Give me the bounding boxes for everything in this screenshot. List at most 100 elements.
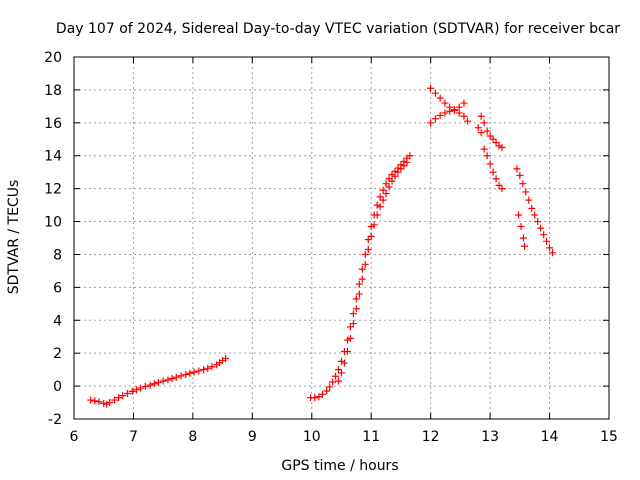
data-point xyxy=(517,222,525,230)
y-tick-label: 4 xyxy=(53,313,62,329)
x-axis-label: GPS time / hours xyxy=(281,458,398,474)
data-point xyxy=(382,190,390,198)
data-point xyxy=(150,380,158,388)
data-point xyxy=(498,185,506,193)
data-point xyxy=(367,232,375,240)
data-point xyxy=(516,171,524,179)
data-point xyxy=(128,387,136,395)
data-point xyxy=(186,369,194,377)
data-point xyxy=(531,211,539,219)
data-point xyxy=(141,382,149,390)
data-point xyxy=(373,201,381,209)
data-point xyxy=(355,280,363,288)
data-point xyxy=(91,397,99,405)
data-point xyxy=(358,275,366,283)
y-tick-label: 14 xyxy=(44,149,62,165)
series-segment-1 xyxy=(87,354,230,408)
data-point xyxy=(103,400,111,408)
data-point xyxy=(521,242,529,250)
data-point xyxy=(137,384,145,392)
y-tick-label: 12 xyxy=(44,182,62,198)
data-point xyxy=(373,211,381,219)
data-point xyxy=(159,377,167,385)
y-axis-ticks: -2 0 2 4 6 8 10 12 14 16 18 20 xyxy=(44,50,609,428)
data-point xyxy=(540,231,548,239)
x-tick-label: 15 xyxy=(600,429,618,445)
data-point xyxy=(200,366,208,374)
data-point xyxy=(352,305,360,313)
data-point xyxy=(352,295,360,303)
data-point xyxy=(204,364,212,372)
y-axis-label: SDTVAR / TECUs xyxy=(6,180,22,295)
x-tick-label: 10 xyxy=(303,429,321,445)
data-point xyxy=(519,234,527,242)
data-point xyxy=(460,112,468,120)
data-point xyxy=(379,186,387,194)
data-point xyxy=(455,103,463,111)
x-tick-label: 8 xyxy=(188,429,197,445)
data-point xyxy=(534,218,542,226)
data-point xyxy=(549,249,557,257)
data-point xyxy=(495,142,503,150)
data-point xyxy=(403,158,411,166)
data-point xyxy=(343,336,351,344)
data-point xyxy=(400,162,408,170)
data-point xyxy=(154,378,162,386)
data-point xyxy=(370,221,378,229)
data-point xyxy=(519,180,527,188)
data-point xyxy=(406,152,414,160)
data-point xyxy=(172,373,180,381)
y-tick-label: -2 xyxy=(48,412,62,428)
data-point xyxy=(346,334,354,342)
data-point xyxy=(385,183,393,191)
data-point xyxy=(315,393,323,401)
data-point xyxy=(436,94,444,102)
data-point xyxy=(394,168,402,176)
data-point xyxy=(168,375,176,383)
data-markers xyxy=(87,84,557,408)
data-point xyxy=(376,203,384,211)
data-point xyxy=(355,290,363,298)
y-tick-label: 16 xyxy=(44,116,62,132)
data-point xyxy=(335,366,343,374)
data-point xyxy=(323,387,331,395)
data-point xyxy=(522,188,530,196)
data-point xyxy=(480,145,488,153)
x-tick-label: 7 xyxy=(129,429,138,445)
data-point xyxy=(464,117,472,125)
data-point xyxy=(326,383,334,391)
data-point xyxy=(106,399,114,407)
series-segment-2-rise-lower xyxy=(307,152,414,402)
y-tick-label: 6 xyxy=(53,280,62,296)
series-segment-5 xyxy=(513,165,557,257)
data-point xyxy=(492,139,500,147)
data-point xyxy=(446,107,454,115)
data-point xyxy=(450,106,458,114)
y-tick-label: 2 xyxy=(53,346,62,362)
data-point xyxy=(436,111,444,119)
x-tick-label: 6 xyxy=(70,429,79,445)
data-point xyxy=(483,152,491,160)
data-point xyxy=(195,367,203,375)
data-point xyxy=(537,224,545,232)
x-tick-label: 11 xyxy=(362,429,380,445)
data-point xyxy=(146,381,154,389)
data-point xyxy=(492,175,500,183)
data-point xyxy=(318,390,326,398)
data-point xyxy=(515,211,523,219)
y-tick-label: 10 xyxy=(44,215,62,231)
data-point xyxy=(486,132,494,140)
data-point xyxy=(388,171,396,179)
data-point xyxy=(376,193,384,201)
data-point xyxy=(525,196,533,204)
series-segment-4 xyxy=(474,112,506,193)
data-point xyxy=(427,84,435,92)
data-point xyxy=(382,180,390,188)
data-point xyxy=(489,168,497,176)
data-point xyxy=(391,172,399,180)
data-point xyxy=(460,99,468,107)
y-tick-label: 8 xyxy=(53,247,62,263)
data-point xyxy=(177,372,185,380)
data-point xyxy=(115,394,123,402)
data-point xyxy=(132,386,140,394)
